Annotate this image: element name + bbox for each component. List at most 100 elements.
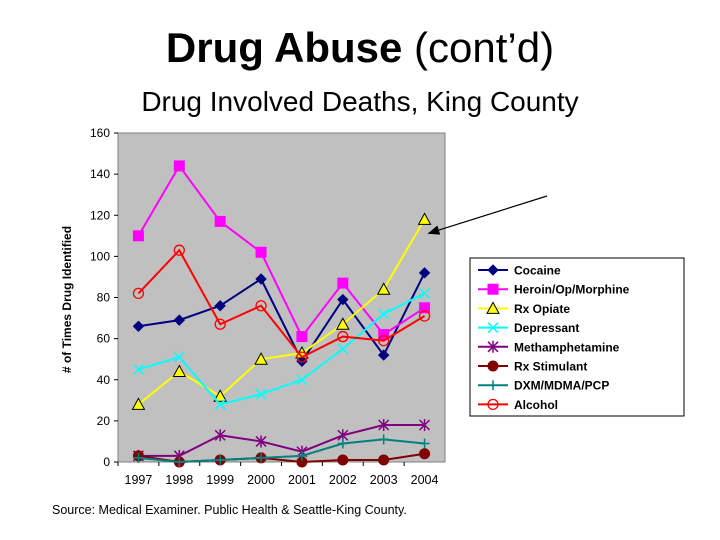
data-point	[378, 329, 390, 341]
y-tick-label: 120	[90, 208, 110, 222]
data-point	[418, 310, 431, 322]
x-tick-label: 2003	[370, 473, 398, 487]
y-tick-label: 160	[90, 126, 110, 140]
slide-title: Drug Abuse (cont’d)	[0, 24, 720, 72]
legend-item: Cocaine	[478, 264, 561, 278]
data-point	[214, 429, 226, 442]
data-point	[488, 380, 498, 391]
series-line	[138, 423, 425, 457]
x-tick-label: 2002	[329, 473, 357, 487]
x-tick-label: 2000	[247, 473, 275, 487]
data-point	[173, 244, 185, 256]
source-note: Source: Medical Examiner. Public Health …	[52, 503, 407, 517]
legend-label: Depressant	[514, 321, 579, 335]
series-cocaine	[132, 267, 431, 367]
data-point	[214, 215, 226, 227]
x-tick-label: 1998	[165, 473, 193, 487]
legend-item: Rx Stimulant	[478, 360, 587, 374]
data-point	[487, 283, 499, 295]
chart-title: Drug Involved Deaths, King County	[141, 86, 579, 117]
data-point	[132, 230, 144, 242]
data-point	[214, 300, 226, 312]
legend-label: Heroin/Op/Morphine	[514, 283, 630, 297]
data-point	[131, 397, 146, 410]
y-tick-label: 0	[103, 455, 110, 469]
data-point	[174, 457, 185, 467]
data-point	[173, 314, 186, 326]
data-point	[337, 438, 348, 449]
data-point	[417, 212, 432, 225]
data-point	[419, 418, 431, 431]
data-point	[255, 435, 267, 448]
x-tick-label: 2001	[288, 473, 316, 487]
data-point	[337, 454, 349, 466]
data-point	[418, 267, 431, 279]
y-tick-label: 140	[90, 167, 110, 181]
slide-title-bold: Drug Abuse	[165, 24, 403, 71]
data-point	[173, 160, 185, 172]
data-point	[173, 351, 185, 363]
annotation-arrow	[427, 195, 548, 235]
data-point	[378, 335, 390, 347]
data-point	[487, 322, 499, 334]
legend-item: Heroin/Op/Morphine	[478, 283, 630, 297]
data-point	[132, 363, 144, 375]
legend-item: Depressant	[478, 321, 579, 335]
data-point	[486, 301, 500, 314]
series-heroin-op-morphine	[132, 160, 431, 343]
series-line	[138, 272, 426, 364]
series-methamphetamine	[132, 418, 431, 462]
data-point	[487, 264, 499, 276]
data-point	[214, 318, 226, 330]
data-point	[377, 349, 390, 361]
legend-label: Methamphetamine	[514, 340, 620, 354]
legend-box	[469, 257, 685, 417]
data-point	[419, 287, 431, 299]
data-point	[378, 308, 390, 320]
series-rx-stimulant	[132, 448, 431, 468]
y-tick-label: 20	[97, 414, 111, 428]
data-point	[213, 389, 228, 402]
data-point	[172, 364, 187, 378]
data-point	[419, 448, 431, 460]
data-point	[487, 360, 499, 372]
series-line	[137, 164, 426, 339]
x-tick-label: 1997	[125, 473, 153, 487]
data-point	[487, 398, 499, 411]
data-point	[255, 300, 267, 312]
series-alcohol	[132, 244, 431, 363]
data-point	[337, 343, 349, 355]
data-point	[376, 282, 391, 295]
data-point	[337, 277, 349, 289]
data-point	[419, 302, 431, 314]
data-point	[296, 331, 308, 343]
data-point	[337, 293, 349, 306]
legend-item: DXM/MDMA/PCP	[478, 379, 609, 393]
legend-label: Cocaine	[514, 264, 561, 278]
data-point	[255, 246, 267, 258]
data-point	[487, 340, 499, 353]
data-point	[132, 287, 145, 300]
legend-label: DXM/MDMA/PCP	[514, 379, 609, 393]
data-point	[256, 452, 267, 463]
series-line	[138, 292, 426, 406]
series-line	[137, 218, 426, 406]
y-axis-title: # of Times Drug Identified	[60, 226, 74, 373]
series-dxm-mdma-pcp	[133, 434, 430, 467]
legend-label: Rx Opiate	[514, 302, 570, 316]
data-point	[337, 330, 349, 343]
data-point	[133, 452, 144, 463]
data-point	[215, 454, 226, 465]
data-point	[255, 388, 267, 400]
data-point	[419, 438, 430, 449]
data-point	[378, 454, 390, 466]
plot-area	[117, 132, 446, 463]
x-tick-label: 2004	[411, 473, 439, 487]
x-tick-label: 1999	[206, 473, 234, 487]
legend-item: Rx Opiate	[478, 301, 570, 316]
legend-label: Rx Stimulant	[514, 360, 587, 374]
data-point	[296, 374, 308, 386]
legend-item: Alcohol	[478, 398, 558, 412]
series-depressant	[132, 287, 431, 410]
